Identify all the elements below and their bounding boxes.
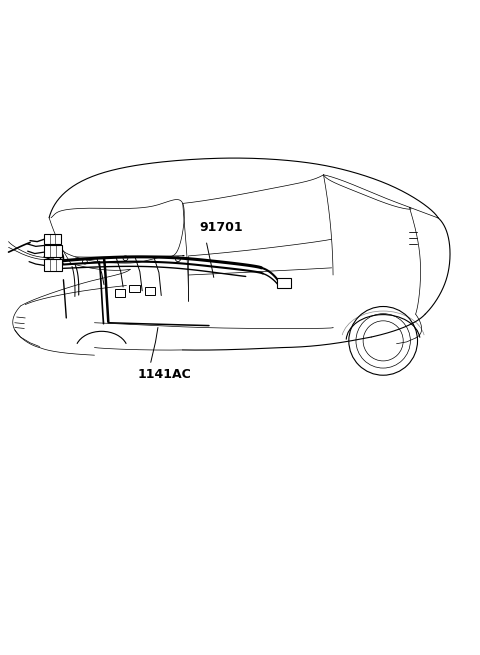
Bar: [277, 278, 290, 288]
Bar: [129, 284, 140, 292]
Bar: [144, 288, 155, 295]
Bar: [44, 234, 60, 244]
Text: 91701: 91701: [199, 221, 243, 234]
Bar: [115, 290, 125, 297]
Bar: [44, 246, 62, 257]
Text: 1141AC: 1141AC: [137, 368, 191, 381]
Bar: [44, 259, 62, 271]
